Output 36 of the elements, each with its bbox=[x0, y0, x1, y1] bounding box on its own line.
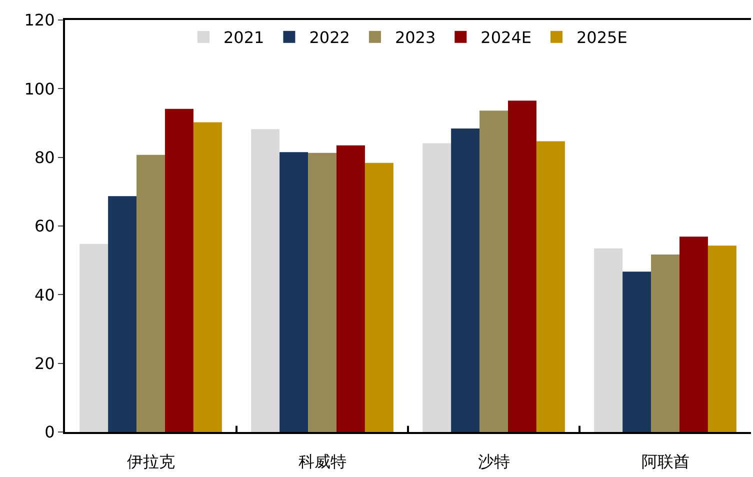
x-tick-label: 伊拉克 bbox=[126, 452, 175, 472]
legend-label: 2024E bbox=[480, 28, 532, 48]
y-tick-label: 120 bbox=[24, 10, 55, 30]
bar bbox=[508, 100, 536, 432]
bar bbox=[80, 244, 108, 432]
bar bbox=[679, 236, 708, 432]
y-tick-label: 80 bbox=[34, 148, 55, 167]
legend-label: 2021 bbox=[224, 28, 264, 48]
x-tick-label: 科威特 bbox=[298, 452, 346, 472]
x-tick-label: 阿联酋 bbox=[641, 452, 690, 472]
bar bbox=[164, 108, 194, 432]
bar bbox=[280, 152, 308, 432]
y-tick-label: 60 bbox=[34, 216, 55, 236]
y-tick-label: 0 bbox=[44, 422, 55, 442]
bar bbox=[708, 246, 736, 432]
legend-label: 2023 bbox=[394, 28, 436, 48]
bar bbox=[651, 254, 680, 432]
y-tick-label: 40 bbox=[34, 285, 55, 304]
bar bbox=[422, 143, 452, 432]
bar bbox=[594, 248, 623, 432]
bar bbox=[108, 196, 137, 432]
bar bbox=[622, 272, 652, 432]
bar bbox=[480, 110, 508, 432]
bar bbox=[193, 122, 222, 432]
y-tick-label: 100 bbox=[24, 79, 55, 98]
x-tick-label: 沙特 bbox=[478, 452, 510, 472]
bar bbox=[364, 162, 394, 432]
bar bbox=[336, 145, 365, 432]
legend-label: 2022 bbox=[309, 28, 350, 48]
bar bbox=[251, 129, 280, 432]
bar bbox=[308, 152, 336, 432]
legend-label: 2025E bbox=[576, 28, 628, 48]
bar bbox=[451, 128, 480, 432]
bar bbox=[536, 141, 565, 432]
y-tick-label: 20 bbox=[34, 354, 55, 373]
bar bbox=[136, 154, 165, 432]
